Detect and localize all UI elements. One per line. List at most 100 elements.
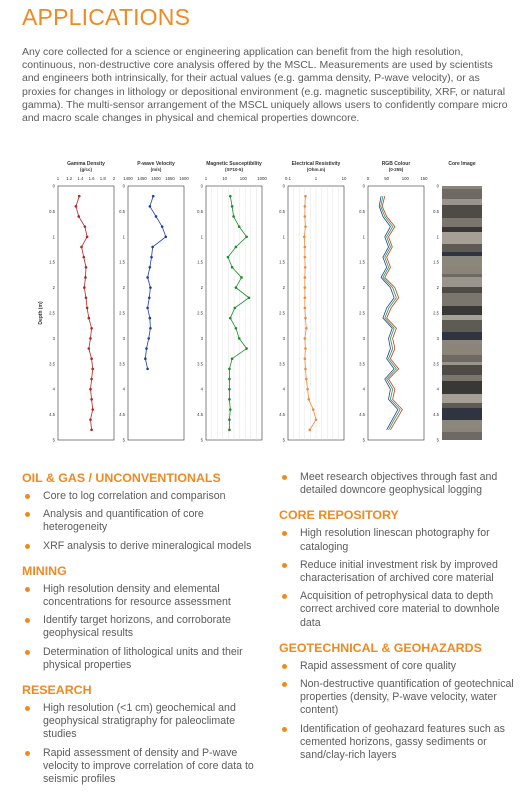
pwave-point [147, 337, 151, 340]
list-item-text: Acquisition of petrophysical data to dep… [300, 590, 500, 629]
core-image-band [442, 189, 482, 199]
list-item-text: Core to log correlation and comparison [43, 490, 226, 502]
y-tick-label: 4 [53, 387, 56, 392]
x-tick-label: 1 [57, 176, 60, 181]
pwave-point [149, 286, 152, 289]
list-item-text: High resolution (<1 cm) geochemical and … [43, 702, 236, 741]
pwave-point [146, 367, 149, 371]
core-log-chart: Gamma Density(g/cc) 1 1.2 1.4 1.6 1.8 2 0 0.5 1 1.… [38, 161, 482, 443]
mag-point [237, 337, 241, 340]
y-tick-label: 0.5 [49, 209, 55, 214]
list-item: Identify target horizons, and corroborat… [22, 614, 262, 640]
gamma-point [80, 245, 83, 249]
core-image-band [442, 315, 482, 320]
core-image-band [442, 362, 482, 365]
y-tick-label: 0 [201, 184, 204, 189]
y-tick-label: 1 [363, 234, 366, 239]
y-tick-label: 3 [283, 336, 286, 341]
gamma-point [85, 235, 89, 239]
y-tick-label: 1 [283, 234, 286, 239]
x-tick-label: 150 [420, 176, 428, 181]
gamma-point [90, 398, 93, 401]
core-image-band [442, 344, 482, 355]
mag-point [230, 205, 234, 208]
y-tick-label: 4.5 [279, 412, 285, 417]
list-item: High resolution (<1 cm) geochemical and … [22, 702, 262, 742]
panel-unit: (g/cc) [80, 167, 93, 172]
research-heading: RESEARCH [22, 683, 92, 698]
res-point [303, 205, 307, 208]
y-tick-label: 2.5 [119, 311, 125, 316]
y-tick-label: 1.5 [119, 260, 125, 265]
res-point [303, 306, 307, 310]
core-image-band [442, 232, 482, 244]
gamma-point [89, 337, 92, 340]
list-item-text: Meet research objectives through fast an… [300, 471, 498, 497]
y-tick-label: 2.5 [359, 311, 365, 316]
y-tick-label: 4.5 [359, 412, 365, 417]
list-item-text: Reduce initial investment risk by improv… [300, 558, 498, 585]
gamma-point [90, 428, 93, 432]
y-tick-label: 2.5 [197, 311, 203, 316]
mag-point [228, 377, 231, 381]
gamma-point [84, 276, 87, 279]
y-tick-label: 4.5 [49, 412, 55, 417]
list-item: Meet research objectives through fast an… [279, 471, 519, 497]
core-image-band [442, 199, 482, 205]
pwave-point [148, 265, 152, 269]
res-point [303, 265, 307, 269]
y-tick-label: 4.5 [197, 412, 203, 417]
pwave-point [154, 215, 158, 218]
list-item: Analysis and quantification of core hete… [22, 508, 262, 534]
y-tick-label: 1 [53, 234, 56, 239]
y-tick-label: 5 [123, 438, 126, 443]
res-point [303, 276, 307, 279]
x-tick-label: 1000 [257, 176, 267, 181]
y-tick-label: 0.5 [197, 209, 203, 214]
gamma-point [87, 316, 91, 320]
y-tick-label: 4 [363, 387, 366, 392]
bullet-icon [282, 663, 287, 669]
gamma-point [85, 306, 89, 310]
y-tick-label: 2 [363, 285, 366, 290]
y-axis-label: Depth (m) [38, 301, 44, 325]
y-tick-label: 4 [283, 387, 286, 392]
list-item-text: XRF analysis to derive mineralogical mod… [43, 539, 252, 552]
res-point [306, 387, 309, 391]
mag-point [233, 306, 237, 310]
panel-frame [367, 185, 425, 441]
y-tick-label: 3 [363, 336, 366, 341]
geotechnical-heading: GEOTECHNICAL & GEOHAZARDS [279, 640, 482, 655]
res-point [303, 255, 307, 259]
x-tick-label: 2 [113, 176, 116, 181]
bullet-icon [25, 512, 30, 518]
gamma-point [87, 347, 91, 350]
list-item-text: High resolution linescan photography for… [300, 527, 490, 553]
mag-point [228, 398, 231, 401]
core-image-band [442, 381, 482, 394]
y-tick-label: 0.5 [359, 209, 365, 214]
x-tick-label: 1450 [137, 176, 147, 181]
list-item-text: Rapid assessment of density and P-wave v… [43, 746, 254, 786]
y-tick-label: 0.5 [119, 209, 125, 214]
gamma-point [89, 387, 92, 391]
x-tick-label: 1.4 [77, 176, 84, 181]
x-tick-label: 1400 [123, 176, 133, 181]
list-item: Determination of lithological units and … [22, 646, 262, 672]
y-tick-label: 2.5 [433, 311, 439, 316]
y-tick-label: 0 [437, 184, 440, 189]
panel-unit: (m/s) [151, 167, 162, 172]
core-image-band [442, 365, 482, 375]
x-tick-label: 50 [384, 176, 389, 181]
x-tick-label: 1.2 [66, 176, 73, 181]
res-point [303, 286, 307, 289]
gamma-point [77, 194, 81, 198]
bullet-icon [282, 562, 287, 568]
x-tick-label: 1.8 [100, 176, 107, 181]
bullet-icon [282, 531, 287, 537]
y-tick-label: 2 [201, 285, 204, 290]
core-image-band [442, 320, 482, 332]
res-point [304, 225, 307, 228]
x-tick-label: 1.6 [89, 176, 96, 181]
y-tick-label: 0 [283, 184, 286, 189]
